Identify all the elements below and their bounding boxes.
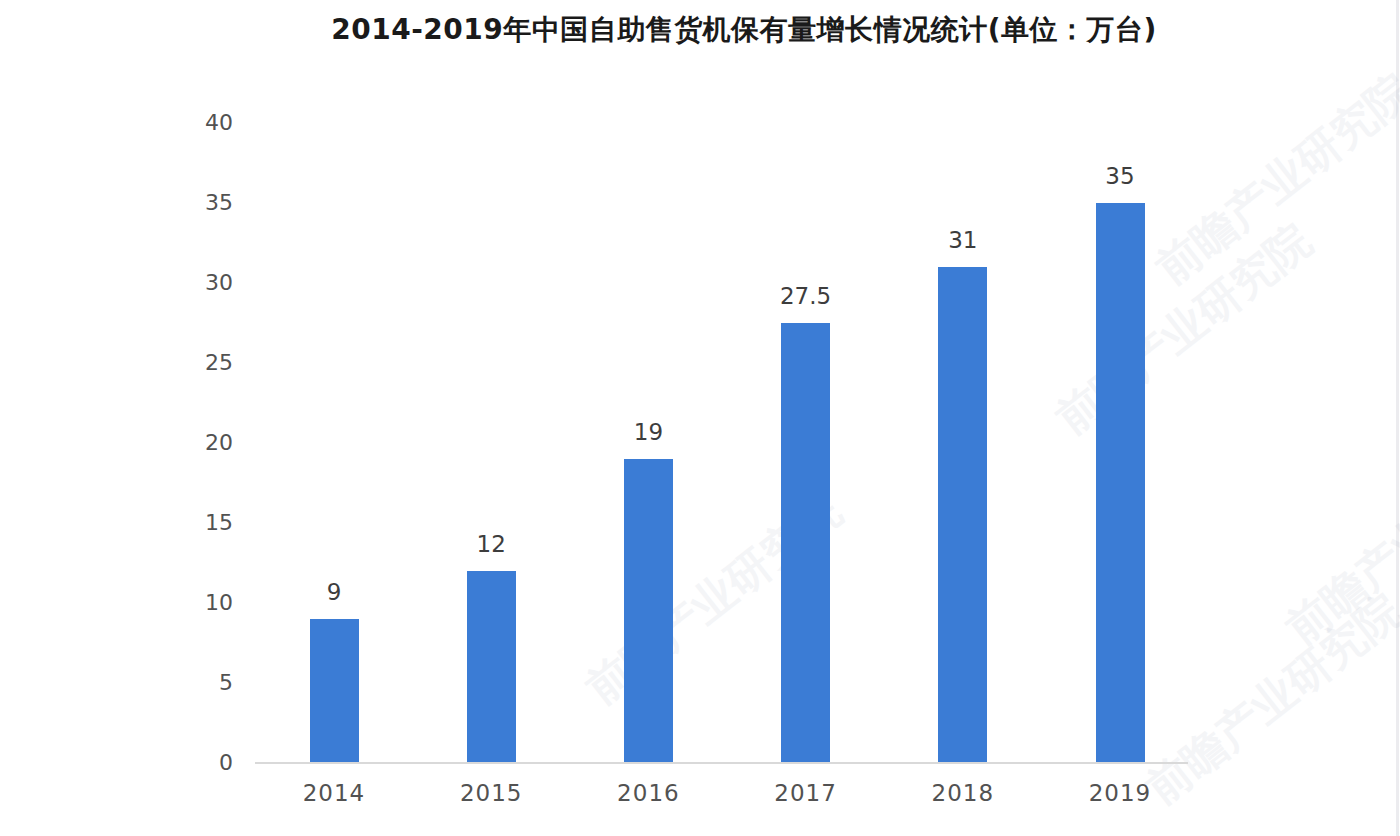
bar-2015 bbox=[467, 571, 516, 763]
x-tick-label: 2018 bbox=[903, 780, 1023, 806]
bar-value-label: 27.5 bbox=[751, 283, 861, 309]
watermark-text: 前瞻产业研究院 bbox=[1144, 61, 1400, 297]
bar-value-label: 19 bbox=[593, 419, 703, 445]
chart-image: 2014-2019年中国自助售货机保有量增长情况统计(单位：万台) 前瞻产业研究… bbox=[0, 0, 1400, 836]
y-tick-label: 30 bbox=[143, 270, 233, 296]
y-tick-label: 0 bbox=[143, 750, 233, 776]
x-tick-label: 2017 bbox=[746, 780, 866, 806]
x-tick-label: 2015 bbox=[431, 780, 551, 806]
y-tick-label: 25 bbox=[143, 350, 233, 376]
bar-value-label: 31 bbox=[908, 227, 1018, 253]
y-tick-label: 40 bbox=[143, 110, 233, 136]
image-edge-line bbox=[1396, 0, 1399, 836]
watermark-text: 前瞻产业研究院 bbox=[1044, 211, 1323, 447]
chart-title: 2014-2019年中国自助售货机保有量增长情况统计(单位：万台) bbox=[88, 11, 1400, 49]
bar-value-label: 12 bbox=[436, 531, 546, 557]
y-tick-label: 35 bbox=[143, 190, 233, 216]
y-tick-label: 15 bbox=[143, 510, 233, 536]
y-tick-label: 10 bbox=[143, 590, 233, 616]
x-tick-label: 2019 bbox=[1060, 780, 1180, 806]
x-axis-line bbox=[255, 762, 1188, 764]
y-tick-label: 20 bbox=[143, 430, 233, 456]
bar-value-label: 35 bbox=[1065, 163, 1175, 189]
bar-2019 bbox=[1096, 203, 1145, 763]
bar-2017 bbox=[781, 323, 830, 763]
y-tick-label: 5 bbox=[143, 670, 233, 696]
x-tick-label: 2016 bbox=[588, 780, 708, 806]
bar-value-label: 9 bbox=[279, 579, 389, 605]
bar-2014 bbox=[310, 619, 359, 763]
x-tick-label: 2014 bbox=[274, 780, 394, 806]
watermark-text: 前瞻产业研究院 bbox=[1274, 421, 1400, 657]
bar-2016 bbox=[624, 459, 673, 763]
bar-2018 bbox=[938, 267, 987, 763]
